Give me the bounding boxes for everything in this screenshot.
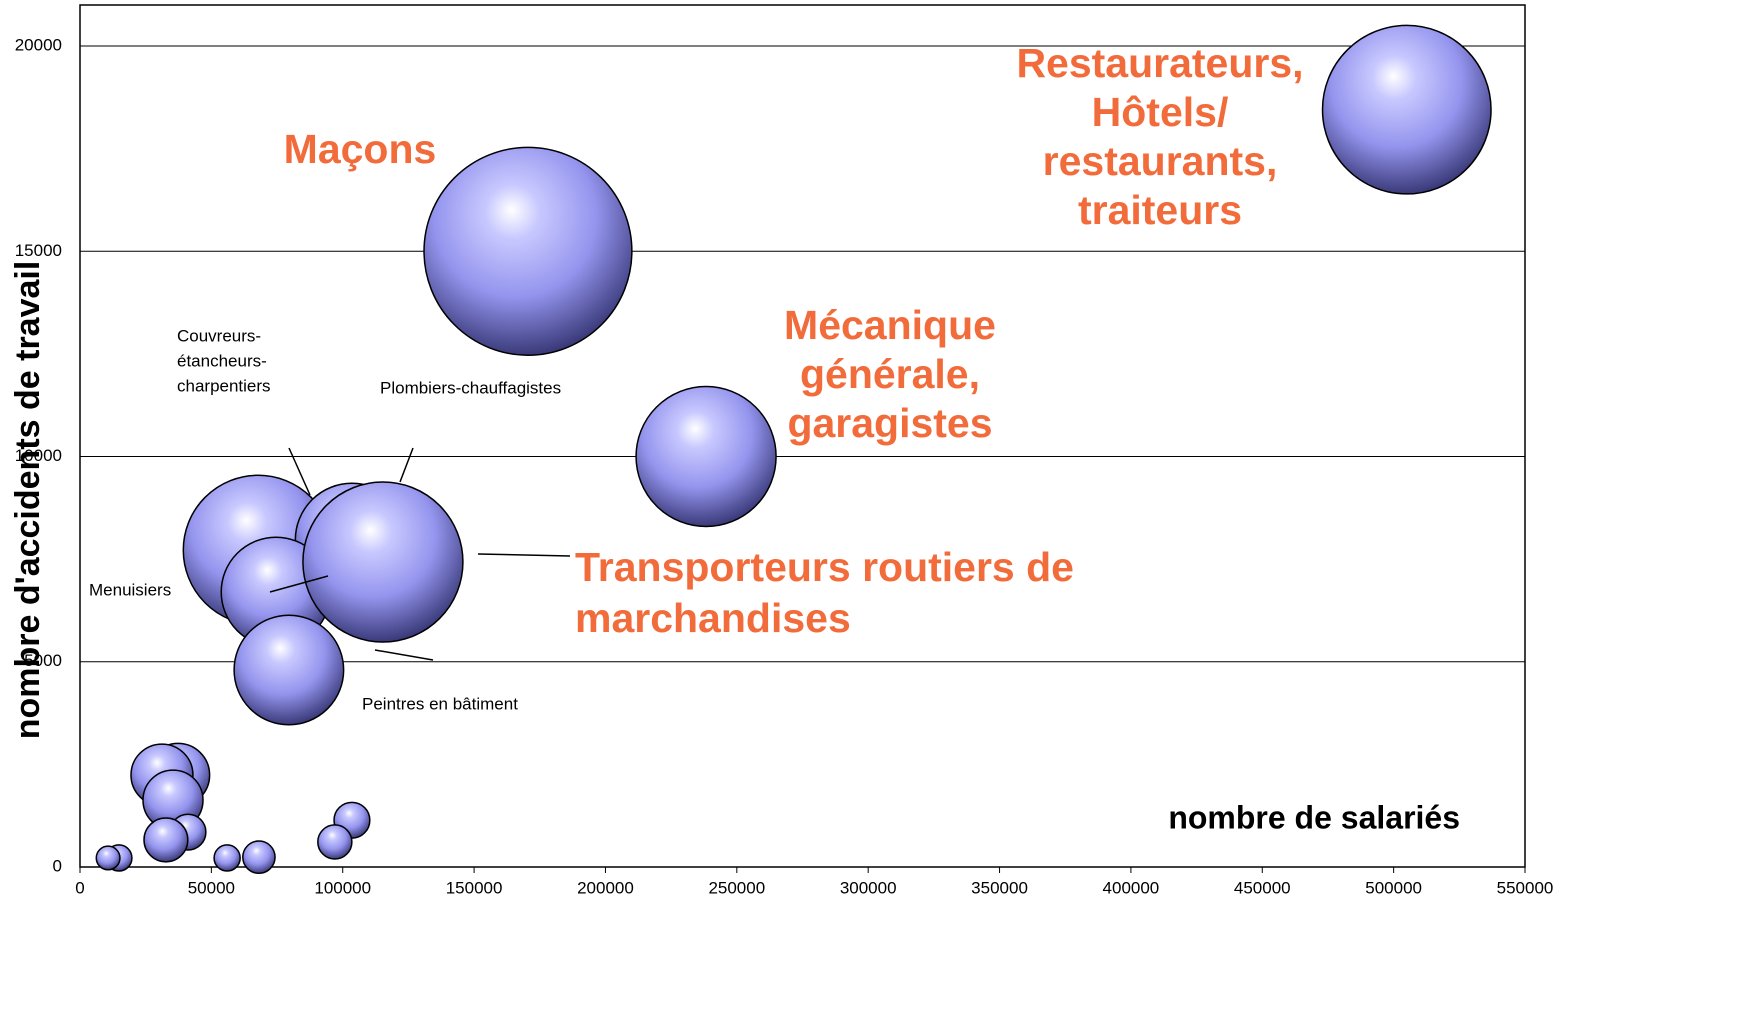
annotation: Peintres en bâtiment bbox=[362, 694, 518, 713]
y-tick-label: 20000 bbox=[15, 36, 62, 55]
annotation: Transporteurs routiers de bbox=[575, 544, 1074, 590]
annotation: Maçons bbox=[284, 126, 437, 172]
bubble bbox=[95, 845, 121, 871]
annotation: traiteurs bbox=[1078, 187, 1242, 233]
bubble bbox=[302, 481, 464, 643]
annotation: Hôtels/ bbox=[1092, 89, 1229, 135]
x-tick-label: 150000 bbox=[446, 878, 503, 897]
x-tick-label: 500000 bbox=[1365, 878, 1422, 897]
annotation: Mécanique bbox=[784, 302, 996, 348]
x-tick-label: 200000 bbox=[577, 878, 634, 897]
x-tick-label: 550000 bbox=[1497, 878, 1554, 897]
x-axis-title: nombre de salariés bbox=[1168, 799, 1460, 835]
annotation: Couvreurs- bbox=[177, 326, 261, 345]
bubble bbox=[423, 146, 633, 356]
annotation: charpentiers bbox=[177, 376, 271, 395]
bubble bbox=[1321, 24, 1492, 195]
leader-lines bbox=[269, 447, 571, 661]
y-tick-label: 0 bbox=[53, 856, 62, 875]
annotation: restaurants, bbox=[1043, 138, 1278, 184]
x-tick-label: 50000 bbox=[188, 878, 235, 897]
leader-line bbox=[374, 649, 434, 661]
x-tick-label: 450000 bbox=[1234, 878, 1291, 897]
bubble bbox=[233, 614, 345, 726]
bubble bbox=[242, 840, 276, 875]
leader-line bbox=[269, 575, 329, 593]
annotation: garagistes bbox=[787, 400, 992, 446]
leader-line bbox=[477, 553, 571, 557]
x-tick-label: 0 bbox=[75, 878, 84, 897]
bubble bbox=[635, 385, 777, 528]
annotation: générale, bbox=[800, 351, 980, 397]
annotation: étancheurs- bbox=[177, 351, 267, 370]
y-axis-title: nombre d'accidents de travail bbox=[9, 261, 47, 740]
x-tick-label: 400000 bbox=[1103, 878, 1160, 897]
bubble bbox=[213, 844, 241, 872]
x-tick-label: 250000 bbox=[708, 878, 765, 897]
y-tick-label: 5000 bbox=[24, 651, 62, 670]
leader-line bbox=[399, 447, 414, 483]
annotation: Menuisiers bbox=[89, 580, 171, 599]
x-tick-label: 300000 bbox=[840, 878, 897, 897]
bubble bbox=[143, 817, 189, 863]
bubble bbox=[317, 824, 353, 860]
x-tick-label: 100000 bbox=[314, 878, 371, 897]
annotation: Plombiers-chauffagistes bbox=[380, 378, 561, 397]
annotation: Restaurateurs, bbox=[1016, 40, 1303, 86]
y-tick-label: 10000 bbox=[15, 446, 62, 465]
x-tick-label: 350000 bbox=[971, 878, 1028, 897]
leader-line bbox=[288, 447, 311, 496]
annotation: marchandises bbox=[575, 595, 851, 641]
y-tick-label: 15000 bbox=[15, 241, 62, 260]
